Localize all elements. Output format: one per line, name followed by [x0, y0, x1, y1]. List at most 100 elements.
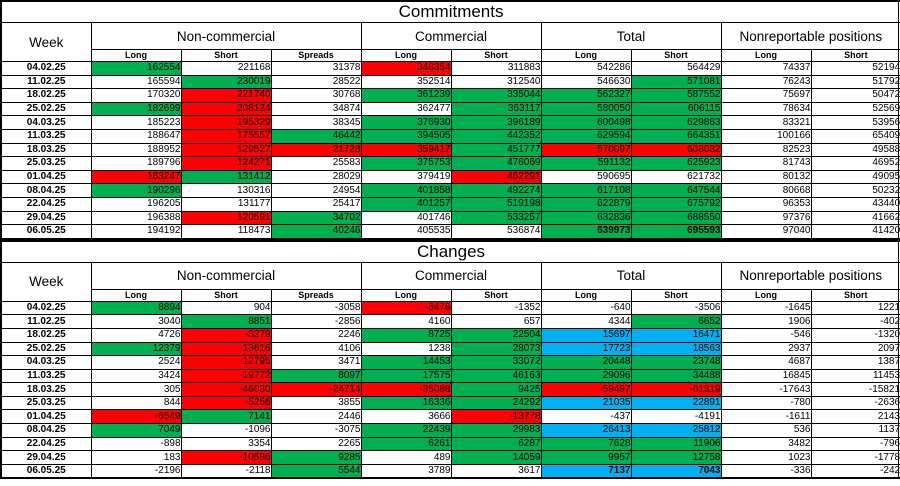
data-cell: 570097	[540, 142, 632, 158]
data-cell: -6549	[90, 409, 182, 425]
data-cell: 182699	[90, 101, 182, 117]
data-cell: 28029	[270, 169, 362, 185]
data-cell: 185223	[90, 115, 182, 130]
data-cell: 3666	[360, 409, 452, 425]
subheader-nc-long: Long	[90, 49, 182, 62]
data-cell: 3789	[360, 463, 452, 479]
data-cell: 17575	[360, 368, 452, 384]
week-cell: 25.03.25	[0, 395, 92, 411]
data-cell: 65409	[810, 128, 900, 144]
group-header-total: Total	[540, 261, 722, 290]
data-cell: 46442	[270, 128, 362, 144]
data-cell: 5544	[270, 463, 362, 479]
data-cell: 80668	[720, 183, 812, 198]
data-cell: 120591	[180, 210, 272, 226]
table-row: 11.02.25 3040 8851 -2856 4160 657 4344 6652 1906…	[0, 314, 900, 329]
data-cell: -8279	[180, 327, 272, 343]
data-cell: 1221	[810, 300, 900, 316]
table-row: 06.05.25 194192 118473 40246 405535 536874 639…	[0, 224, 900, 240]
data-cell: -2636	[810, 395, 900, 411]
data-cell: 904	[180, 300, 272, 316]
data-cell: 40246	[270, 224, 362, 240]
data-cell: 311883	[450, 61, 542, 76]
data-cell: 43440	[810, 196, 900, 212]
week-cell: 11.02.25	[0, 314, 92, 329]
week-cell: 22.04.25	[0, 436, 92, 452]
data-cell: 3471	[270, 355, 362, 370]
week-cell: 29.04.25	[0, 450, 92, 465]
data-cell: 335044	[450, 88, 542, 103]
commitments-title: Commitments	[0, 0, 900, 23]
data-cell: 675792	[630, 196, 722, 212]
data-cell: 844	[90, 395, 182, 411]
data-cell: -6476	[360, 300, 452, 316]
data-cell: -780	[720, 395, 812, 411]
data-cell: 571081	[630, 74, 722, 90]
data-cell: 2143	[810, 409, 900, 425]
data-cell: 30768	[270, 88, 362, 103]
data-cell: 50232	[810, 183, 900, 198]
commitments-table: Commitments Week Non-commercial Commerci…	[0, 0, 900, 240]
week-column-header: Week	[0, 261, 92, 302]
subheader-nr-long: Long	[720, 49, 812, 62]
data-cell: 16845	[720, 368, 812, 384]
data-cell: 14059	[450, 450, 542, 465]
data-cell: 34702	[270, 210, 362, 226]
data-cell: 22891	[630, 395, 722, 411]
data-cell: 2097	[810, 341, 900, 357]
data-cell: 489	[360, 450, 452, 465]
data-cell: 7628	[540, 436, 632, 452]
data-cell: 26413	[540, 423, 632, 438]
data-cell: 394505	[360, 128, 452, 144]
data-cell: 629594	[540, 128, 632, 144]
week-cell: 11.02.25	[0, 74, 92, 90]
subheader-nc-short: Short	[180, 288, 272, 302]
data-cell: 22504	[450, 327, 542, 343]
data-cell: -3506	[630, 300, 722, 316]
data-cell: 25583	[270, 156, 362, 171]
data-cell: 629863	[630, 115, 722, 130]
table-row: 08.04.25 190296 130316 24954 401858 492274 617…	[0, 183, 900, 198]
data-cell: 97040	[720, 224, 812, 240]
data-cell: 17723	[540, 341, 632, 357]
data-cell: 52194	[810, 61, 900, 76]
data-cell: -1320	[810, 327, 900, 343]
data-cell: -437	[540, 409, 632, 425]
data-cell: 34488	[630, 368, 722, 384]
data-cell: 362477	[360, 101, 452, 117]
data-cell: -24714	[270, 382, 362, 397]
data-cell: 562327	[540, 88, 632, 103]
data-cell: 130316	[180, 183, 272, 198]
data-cell: 208124	[180, 101, 272, 117]
data-cell: 16336	[360, 395, 452, 411]
table-row: 01.04.25 -6549 7141 2446 3666 -13778 -437 -4191…	[0, 409, 900, 425]
data-cell: 74337	[720, 61, 812, 76]
data-cell: 451777	[450, 142, 542, 158]
data-cell: 3354	[180, 436, 272, 452]
data-cell: 8851	[180, 314, 272, 329]
data-cell: 97376	[720, 210, 812, 226]
data-cell: -17643	[720, 382, 812, 397]
data-cell: 29983	[450, 423, 542, 438]
week-cell: 04.03.25	[0, 115, 92, 130]
week-cell: 18.02.25	[0, 327, 92, 343]
group-header-commercial: Commercial	[360, 261, 542, 290]
table-row: 08.04.25 7049 -1096 -3075 22439 29983 26413 258…	[0, 423, 900, 438]
data-cell: -1778	[810, 450, 900, 465]
data-cell: -35088	[360, 382, 452, 397]
data-cell: 51792	[810, 74, 900, 90]
week-cell: 25.03.25	[0, 156, 92, 171]
subheader-nr-short: Short	[810, 49, 900, 62]
data-cell: 536	[720, 423, 812, 438]
subheader-row: Long Short Spreads Long Short Long Short…	[1, 49, 900, 62]
data-cell: 8097	[270, 368, 362, 384]
data-cell: 46952	[810, 156, 900, 171]
week-cell: 22.04.25	[0, 196, 92, 212]
subheader-c-short: Short	[450, 288, 542, 302]
data-cell: 12758	[630, 450, 722, 465]
data-cell: 33072	[450, 355, 542, 370]
data-cell: 49095	[810, 169, 900, 185]
data-cell: 52569	[810, 101, 900, 117]
data-cell: 14453	[360, 355, 452, 370]
data-cell: -13778	[450, 409, 542, 425]
